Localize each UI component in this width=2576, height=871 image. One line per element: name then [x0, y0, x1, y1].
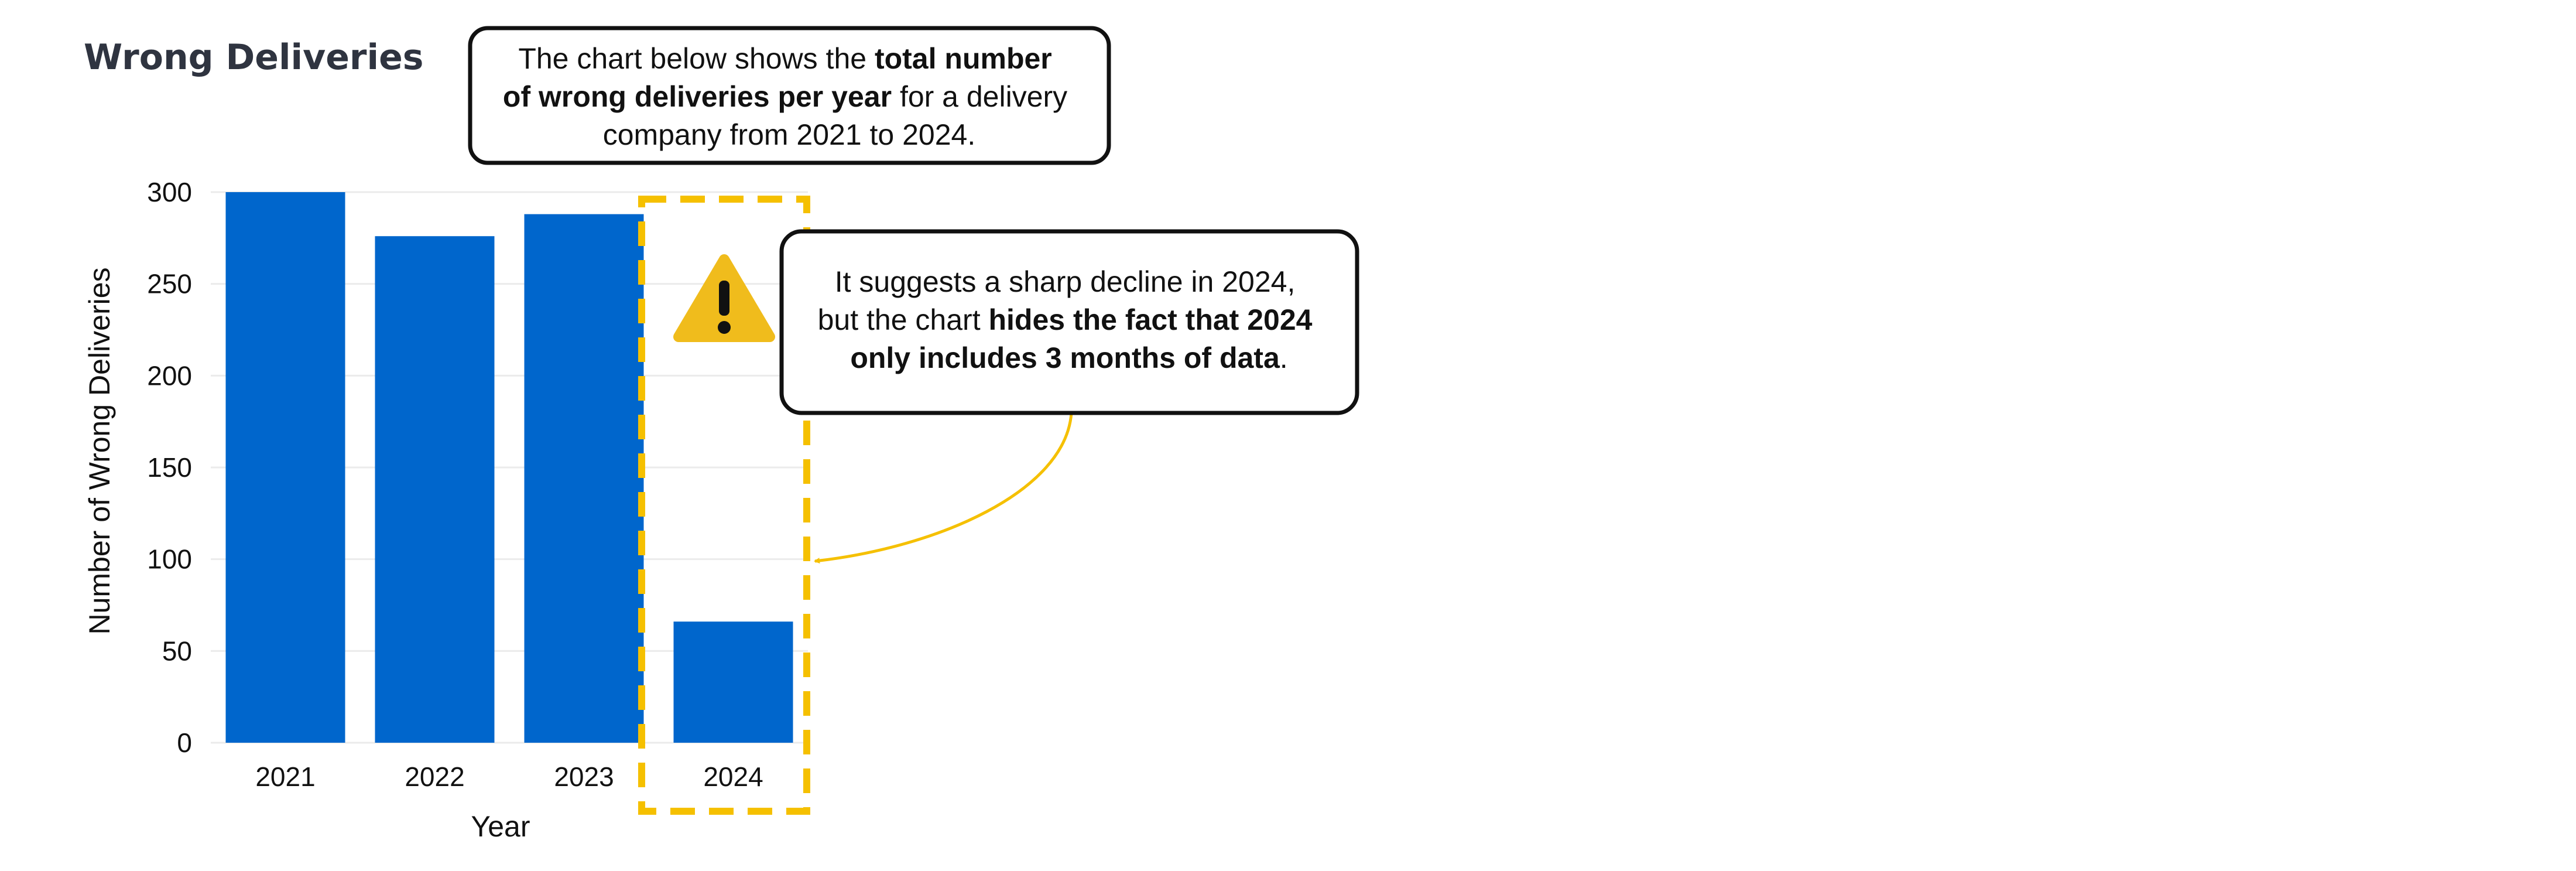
warning-line3-a: only includes 3 months of data — [850, 341, 1280, 374]
callout-arrow — [814, 412, 1073, 564]
y-tick-label: 250 — [147, 269, 192, 299]
warning-line1: It suggests a sharp decline in 2024, — [835, 265, 1296, 298]
y-axis-ticks: 0 50 100 150 200 250 300 — [147, 177, 192, 758]
warning-line3-b: . — [1280, 341, 1288, 374]
intro-line2-a: of wrong deliveries per year — [503, 80, 892, 113]
highlight-box-2024 — [638, 196, 810, 815]
intro-line1-b: total number — [875, 42, 1052, 75]
x-tick-label-2022: 2022 — [405, 761, 464, 792]
y-tick-label: 50 — [162, 636, 192, 666]
bar-2022 — [375, 236, 495, 743]
warning-icon — [673, 254, 775, 342]
x-tick-label-2024: 2024 — [703, 761, 763, 792]
bars — [225, 192, 793, 743]
x-tick-label-2021: 2021 — [255, 761, 315, 792]
intro-line2-b: for a delivery — [892, 80, 1067, 113]
warning-callout-box — [779, 229, 1359, 415]
x-axis-label: Year — [471, 810, 530, 843]
y-tick-label: 0 — [177, 727, 192, 758]
y-axis-label: Number of Wrong Deliveries — [83, 267, 116, 634]
bar-2023 — [524, 214, 644, 743]
warning-line2-a: but the chart — [818, 303, 989, 336]
x-axis-ticks: 2021 2022 2023 2024 — [255, 761, 763, 792]
warning-line2-b: hides the fact that 2024 — [988, 303, 1312, 336]
chart-title: Wrong Deliveries — [84, 37, 424, 78]
intro-callout-text: The chart below shows the total number o… — [503, 42, 1075, 151]
y-tick-label: 200 — [147, 360, 192, 391]
y-tick-label: 300 — [147, 177, 192, 207]
intro-callout-box — [468, 26, 1111, 165]
x-tick-label-2023: 2023 — [554, 761, 614, 792]
intro-line3: company from 2021 to 2024. — [603, 118, 976, 151]
y-tick-label: 100 — [147, 544, 192, 575]
bar-2024 — [673, 621, 793, 743]
y-tick-label: 150 — [147, 452, 192, 483]
bar-2021 — [225, 192, 345, 743]
warning-callout-text: It suggests a sharp decline in 2024, but… — [818, 265, 1321, 374]
intro-line1-a: The chart below shows the — [518, 42, 875, 75]
